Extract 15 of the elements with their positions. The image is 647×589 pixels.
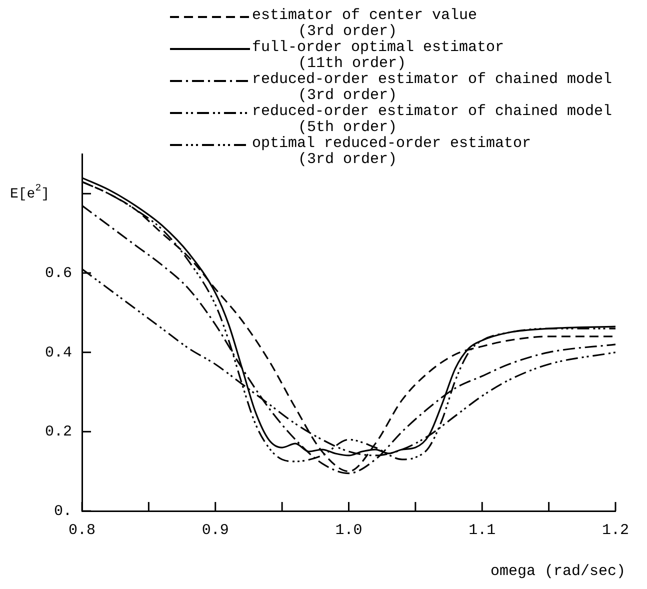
legend-label: optimal reduced-order estimator (3rd order) <box>252 135 532 168</box>
x-tick-label: 1.0 <box>335 522 362 539</box>
x-tick-label: 0.9 <box>202 522 229 539</box>
y-tick-label: 0. <box>54 502 72 520</box>
y-tick-label: 0.6 <box>44 264 72 282</box>
y-tick-label: 0.4 <box>44 344 72 362</box>
x-tick-label: 1.1 <box>468 522 496 539</box>
legend-label: estimator of center value (3rd order) <box>252 7 478 40</box>
x-axis-title: omega (rad/sec) <box>490 563 626 580</box>
y-tick-label: 0.2 <box>44 424 72 441</box>
x-tick-label: 0.8 <box>68 522 96 539</box>
legend-label: reduced-order estimator of chained model (5th order) <box>252 103 612 136</box>
legend-label: full-order optimal estimator (11th order) <box>252 39 504 72</box>
legend-label: reduced-order estimator of chained model (3rd order) <box>252 71 612 104</box>
x-tick-label: 1.2 <box>602 522 630 539</box>
